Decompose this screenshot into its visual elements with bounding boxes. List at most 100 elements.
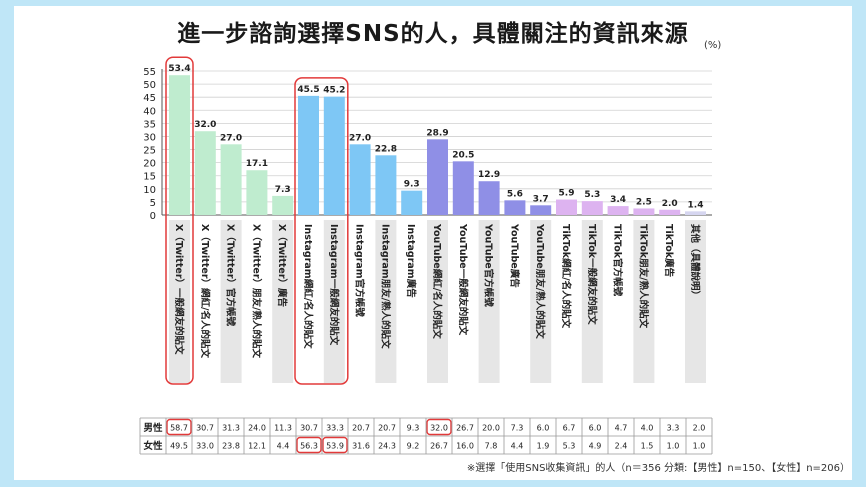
bar <box>246 170 268 215</box>
category-label-group: YouTube官方帳號 <box>483 223 495 307</box>
highlight-box <box>294 77 349 385</box>
table-cell: 1.0 <box>693 442 706 451</box>
table-cell: 3.3 <box>667 424 680 433</box>
label-backdrop <box>272 220 294 383</box>
table-cell: 1.0 <box>667 442 680 451</box>
category-label-group: TikTok一般網友的貼文 <box>586 224 598 325</box>
table-cell: 7.8 <box>485 442 498 451</box>
category-label-group: TikTok官方帳號 <box>612 224 624 297</box>
category-label: X（Twitter）廣告 <box>276 224 288 308</box>
table-highlight <box>296 436 322 454</box>
bar <box>375 155 397 215</box>
table-cell: 30.7 <box>196 424 214 433</box>
label-backdrop <box>220 220 242 383</box>
category-label: YouTube朋友/熟人的貼文 <box>534 223 546 339</box>
label-backdrop <box>633 220 655 383</box>
y-tick-label: 25 <box>143 146 156 157</box>
table-cell: 53.9 <box>326 442 344 451</box>
value-label: 53.4 <box>168 64 190 74</box>
category-label: Instagram官方帳號 <box>354 224 366 317</box>
y-tick-label: 0 <box>150 211 156 222</box>
bar <box>504 200 526 215</box>
table-cell: 11.3 <box>274 424 292 433</box>
bar <box>298 95 319 215</box>
table-cell: 4.7 <box>615 424 628 433</box>
bar <box>169 75 190 216</box>
bar <box>581 201 603 215</box>
table-cell: 1.5 <box>641 442 654 451</box>
value-label: 27.0 <box>220 133 242 143</box>
table-cell: 31.6 <box>352 442 370 451</box>
value-label: 5.9 <box>559 189 575 199</box>
table-cell: 5.3 <box>563 442 576 451</box>
category-label: YouTube網紅/名人的貼文 <box>431 223 443 339</box>
category-labels: X（Twitter）一般網友的貼文 X（Twitter）網紅/名人的貼文 X（Twi… <box>169 220 706 383</box>
bar <box>556 199 577 215</box>
value-label: 12.9 <box>478 170 500 180</box>
bar <box>427 139 448 215</box>
category-label-group: Instagram一般網友的貼文 <box>328 224 340 346</box>
category-label: 其他（具體說明） <box>689 224 701 300</box>
category-label-group: X（Twitter）一般網友的貼文 <box>173 224 185 355</box>
table-cell: 2.0 <box>693 424 706 433</box>
label-backdrop <box>478 220 500 383</box>
category-label: TikTok網紅/名人的貼文 <box>560 224 572 329</box>
value-label: 28.9 <box>426 128 448 138</box>
table-cell: 24.3 <box>378 442 396 451</box>
category-label-group: YouTube朋友/熟人的貼文 <box>534 223 546 339</box>
table-cell: 20.7 <box>378 424 396 433</box>
category-label: TikTok官方帳號 <box>612 224 624 297</box>
value-label: 45.5 <box>297 85 319 95</box>
highlight-box <box>165 56 194 385</box>
bar <box>607 206 629 215</box>
y-tick-label: 15 <box>143 172 156 183</box>
bar <box>530 205 552 215</box>
table-cell: 33.3 <box>326 424 344 433</box>
y-tick-label: 40 <box>143 106 156 117</box>
table-cell: 23.8 <box>222 442 240 451</box>
table-cell: 6.0 <box>589 424 602 433</box>
label-backdrop <box>685 220 706 383</box>
table-cell: 6.7 <box>563 424 576 433</box>
y-tick-label: 55 <box>143 67 156 78</box>
category-label: Instagram網紅/名人的貼文 <box>302 224 314 349</box>
value-label: 27.0 <box>349 133 371 143</box>
value-label: 2.5 <box>636 197 652 207</box>
table-cell: 30.7 <box>300 424 318 433</box>
table-cell: 9.3 <box>407 424 420 433</box>
category-label: X（Twitter）官方帳號 <box>225 224 237 327</box>
y-tick-label: 45 <box>143 93 156 104</box>
bar <box>194 131 216 215</box>
value-label: 2.0 <box>662 199 678 209</box>
table-cell: 32.0 <box>430 424 448 433</box>
category-label: Instagram廣告 <box>405 224 417 298</box>
category-label: X（Twitter）朋友/熟人的貼文 <box>250 224 262 358</box>
table-highlight <box>426 418 452 436</box>
value-label: 7.3 <box>275 185 291 195</box>
category-label-group: YouTube廣告 <box>508 223 520 288</box>
category-label: X（Twitter）網紅/名人的貼文 <box>199 224 211 358</box>
table-cell: 49.5 <box>170 442 188 451</box>
y-tick-label: 30 <box>143 132 156 143</box>
label-backdrop <box>530 220 552 383</box>
table-cell: 58.7 <box>170 424 188 433</box>
bar <box>349 144 371 215</box>
value-label: 3.7 <box>533 194 549 204</box>
table-highlight <box>322 436 348 454</box>
category-label-group: X（Twitter）網紅/名人的貼文 <box>199 224 211 358</box>
table-cell: 16.0 <box>456 442 474 451</box>
value-label: 5.6 <box>507 189 523 199</box>
table-cell: 20.0 <box>482 424 500 433</box>
category-label-group: Instagram網紅/名人的貼文 <box>302 224 314 349</box>
label-backdrop <box>375 220 397 383</box>
table-row-name: 男性 <box>143 422 163 434</box>
value-label: 20.5 <box>452 150 474 160</box>
label-backdrop <box>323 220 345 383</box>
category-label: Instagram朋友/熟人的貼文 <box>379 224 391 349</box>
value-labels: 53.4 32.0 27.0 17.1 7.3 45.5 45.2 27.0 22.8 9.3 28… <box>168 64 703 210</box>
value-label: 1.4 <box>688 200 704 210</box>
label-backdrop <box>169 220 190 383</box>
label-backdrop <box>581 220 603 383</box>
y-tick-label: 50 <box>143 80 156 91</box>
